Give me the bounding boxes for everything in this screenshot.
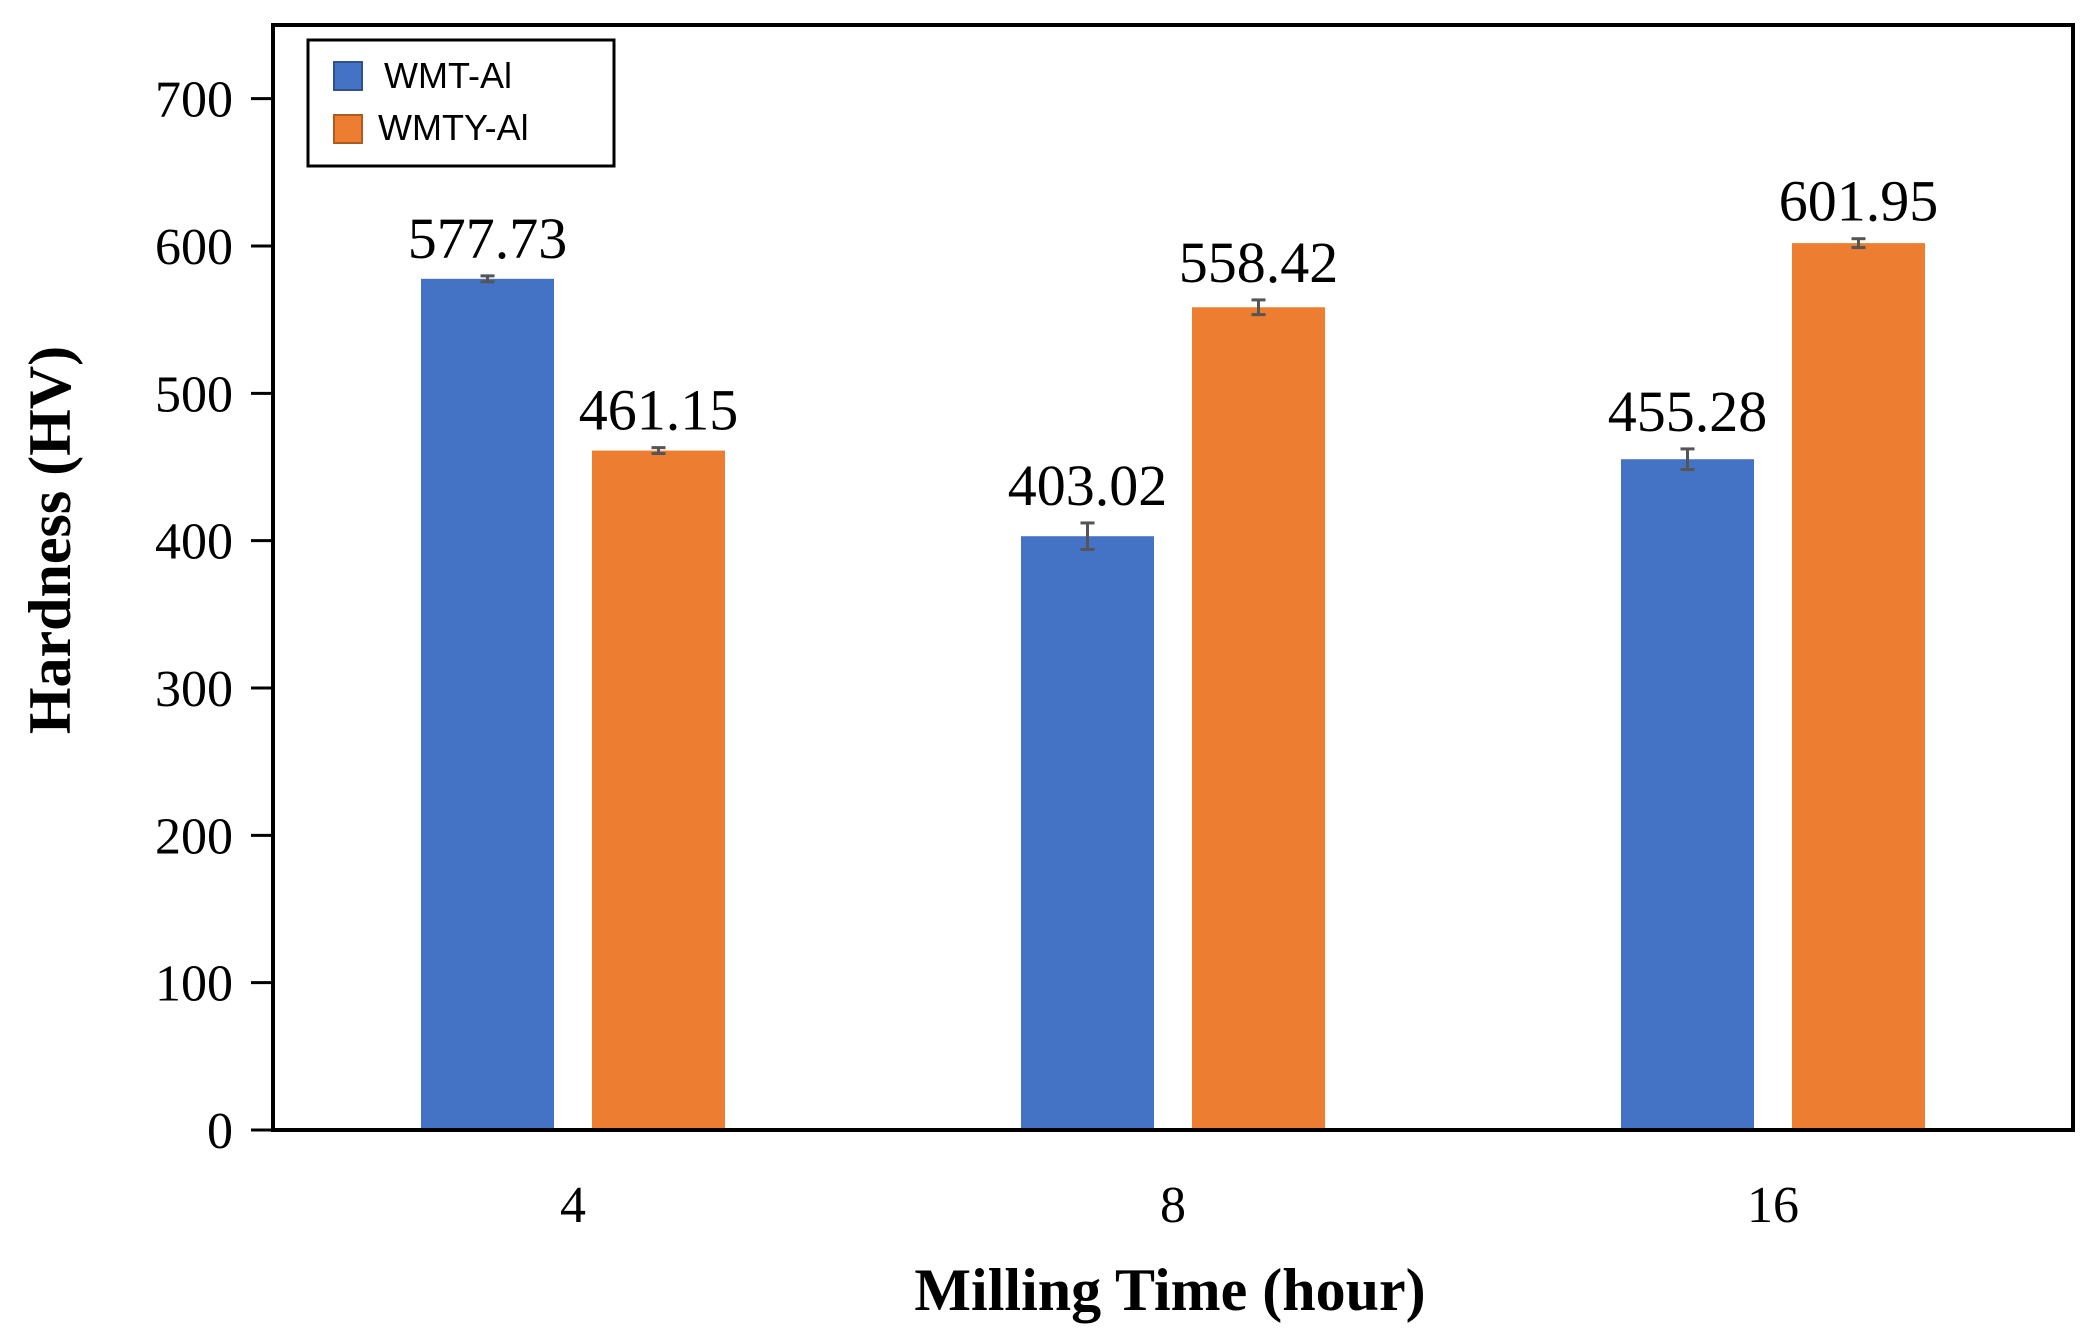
y-tick-label: 300 — [155, 661, 233, 718]
data-label: 455.28 — [1608, 379, 1768, 444]
legend-swatch-wmt-al — [333, 61, 363, 91]
error-bar — [1680, 447, 1695, 472]
bar-wmt-al-16 — [1621, 459, 1754, 1130]
y-tick-label: 600 — [155, 219, 233, 276]
data-label: 403.02 — [1008, 453, 1168, 518]
bars-layer — [421, 243, 1925, 1130]
y-axis-title: Hardness (HV) — [17, 346, 83, 734]
data-label: 577.73 — [408, 206, 568, 271]
data-labels: 577.73 461.15 403.02 558.42 455.28 601.95 — [408, 169, 1939, 518]
x-tick-label: 16 — [1747, 1177, 1799, 1234]
data-label: 558.42 — [1179, 230, 1339, 295]
bar-wmty-al-16 — [1792, 243, 1925, 1130]
plot-area-frame — [271, 23, 2075, 1132]
y-tick-label: 0 — [207, 1103, 233, 1160]
error-bar — [1080, 521, 1095, 551]
data-label: 601.95 — [1779, 169, 1939, 234]
y-axis: 0 100 200 300 400 500 600 700 — [155, 72, 273, 1160]
x-tick-label: 8 — [1160, 1177, 1186, 1234]
x-tick-label: 4 — [560, 1177, 586, 1234]
error-bar — [1251, 298, 1266, 317]
bar-wmty-al-8 — [1192, 307, 1325, 1130]
legend-label-wmty-al: WMTY-Al — [378, 107, 529, 148]
error-bars-layer — [480, 237, 1866, 551]
y-tick-label: 400 — [155, 514, 233, 571]
bar-wmt-al-4 — [421, 278, 554, 1130]
legend-swatch-wmty-al — [333, 114, 363, 144]
x-axis: 4 8 16 — [560, 1177, 1799, 1234]
error-bar — [651, 446, 666, 456]
x-axis-title: Milling Time (hour) — [914, 1257, 1425, 1323]
legend: WMT-Al WMTY-Al — [306, 38, 616, 168]
y-tick-label: 500 — [155, 366, 233, 423]
error-bar — [480, 274, 495, 284]
y-tick-label: 200 — [155, 808, 233, 865]
data-label: 461.15 — [579, 378, 739, 443]
bar-wmt-al-8 — [1021, 536, 1154, 1130]
legend-label-wmt-al: WMT-Al — [384, 55, 512, 96]
error-bar — [1851, 237, 1866, 250]
y-tick-label: 700 — [155, 72, 233, 129]
y-tick-label: 100 — [155, 956, 233, 1013]
bar-wmty-al-4 — [592, 450, 725, 1130]
